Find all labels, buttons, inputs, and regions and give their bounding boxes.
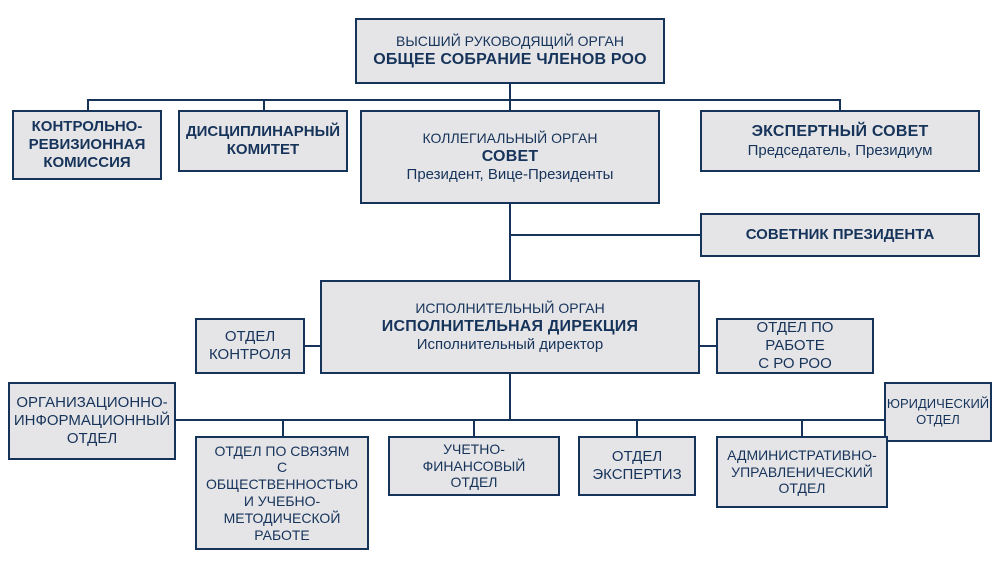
node-expertise: ОТДЕЛ ЭКСПЕРТИЗ: [578, 436, 696, 496]
node-disc-l2: КОМИТЕТ: [227, 141, 299, 159]
node-expert: ЭКСПЕРТНЫЙ СОВЕТ Председатель, Президиум: [700, 110, 980, 172]
edge: [700, 345, 716, 347]
edge: [636, 419, 638, 436]
node-admin: АДМИНИСТРАТИВНО- УПРАВЛЕНИЧЕСКИЙ ОТДЕЛ: [716, 436, 888, 508]
node-pr-l2: С ОБЩЕСТВЕННОСТЬЮ: [205, 459, 359, 493]
node-exec-title: ИСПОЛНИТЕЛЬНАЯ ДИРЕКЦИЯ: [382, 317, 638, 336]
node-advisor-title: СОВЕТНИК ПРЕЗИДЕНТА: [746, 226, 935, 244]
node-roroo: ОТДЕЛ ПО РАБОТЕ С РО РОО: [716, 318, 874, 374]
node-admin-l3: ОТДЕЛ: [779, 480, 826, 497]
edge: [263, 99, 265, 110]
edge: [87, 99, 89, 110]
node-roroo-l2: С РО РОО: [758, 355, 832, 373]
node-disc: ДИСЦИПЛИНАРНЫЙ КОМИТЕТ: [178, 110, 348, 172]
node-control-l2: КОНТРОЛЯ: [209, 346, 291, 364]
node-expertise-l2: ЭКСПЕРТИЗ: [592, 466, 681, 484]
node-top-subtitle: ВЫСШИЙ РУКОВОДЯЩИЙ ОРГАН: [396, 33, 624, 50]
node-advisor: СОВЕТНИК ПРЕЗИДЕНТА: [700, 213, 980, 257]
node-admin-l1: АДМИНИСТРАТИВНО-: [727, 447, 877, 464]
edge: [282, 419, 284, 436]
edge: [509, 99, 511, 110]
node-orginfo-l2: ИНФОРМАЦИОННЫЙ: [14, 412, 170, 430]
node-sovet: КОЛЛЕГИАЛЬНЫЙ ОРГАН СОВЕТ Президент, Виц…: [360, 110, 660, 204]
node-legal-l2: ОТДЕЛ: [916, 412, 960, 428]
node-pr-l1: ОТДЕЛ ПО СВЯЗЯМ: [215, 443, 350, 460]
node-orginfo-l3: ОТДЕЛ: [67, 430, 117, 448]
node-exec-subtitle: ИСПОЛНИТЕЛЬНЫЙ ОРГАН: [415, 300, 604, 317]
node-top: ВЫСШИЙ РУКОВОДЯЩИЙ ОРГАН ОБЩЕЕ СОБРАНИЕ …: [355, 18, 665, 84]
node-fin-l2: ОТДЕЛ: [451, 474, 498, 491]
node-sovet-subtitle: КОЛЛЕГИАЛЬНЫЙ ОРГАН: [423, 130, 598, 147]
node-expertise-l1: ОТДЕЛ: [612, 448, 662, 466]
node-top-title: ОБЩЕЕ СОБРАНИЕ ЧЛЕНОВ РОО: [373, 50, 647, 69]
node-krk-l3: КОМИССИЯ: [43, 154, 130, 172]
node-admin-l2: УПРАВЛЕНИЧЕСКИЙ: [731, 464, 873, 481]
node-fin-l1: УЧЕТНО-ФИНАНСОВЫЙ: [398, 441, 550, 475]
node-disc-l1: ДИСЦИПЛИНАРНЫЙ: [186, 123, 340, 141]
edge: [509, 84, 511, 99]
node-orginfo: ОРГАНИЗАЦИОННО- ИНФОРМАЦИОННЫЙ ОТДЕЛ: [8, 382, 176, 460]
edge: [509, 234, 700, 236]
node-pr-l4: МЕТОДИЧЕСКОЙ: [224, 510, 341, 527]
edge: [509, 374, 511, 419]
org-chart-canvas: ВЫСШИЙ РУКОВОДЯЩИЙ ОРГАН ОБЩЕЕ СОБРАНИЕ …: [0, 0, 1000, 578]
edge: [473, 419, 475, 436]
node-control: ОТДЕЛ КОНТРОЛЯ: [195, 318, 305, 374]
node-control-l1: ОТДЕЛ: [225, 328, 275, 346]
edge: [509, 204, 511, 280]
node-expert-detail: Председатель, Президиум: [748, 142, 933, 160]
node-sovet-detail: Президент, Вице-Президенты: [407, 166, 614, 184]
node-legal: ЮРИДИЧЕСКИЙ ОТДЕЛ: [884, 382, 992, 442]
edge: [801, 419, 803, 436]
node-expert-title: ЭКСПЕРТНЫЙ СОВЕТ: [752, 122, 929, 141]
node-exec: ИСПОЛНИТЕЛЬНЫЙ ОРГАН ИСПОЛНИТЕЛЬНАЯ ДИРЕ…: [320, 280, 700, 374]
edge: [839, 99, 841, 110]
node-exec-detail: Исполнительный директор: [417, 336, 604, 354]
node-sovet-title: СОВЕТ: [482, 147, 539, 166]
node-pr-l3: И УЧЕБНО-: [244, 493, 320, 510]
edge: [92, 419, 939, 421]
node-orginfo-l1: ОРГАНИЗАЦИОННО-: [16, 394, 167, 412]
edge: [305, 345, 320, 347]
node-legal-l1: ЮРИДИЧЕСКИЙ: [887, 396, 989, 412]
node-krk-l1: КОНТРОЛЬНО-: [32, 118, 143, 136]
node-krk: КОНТРОЛЬНО- РЕВИЗИОННАЯ КОМИССИЯ: [12, 110, 162, 180]
node-pr: ОТДЕЛ ПО СВЯЗЯМ С ОБЩЕСТВЕННОСТЬЮ И УЧЕБ…: [195, 436, 369, 550]
node-pr-l5: РАБОТЕ: [254, 527, 310, 544]
node-krk-l2: РЕВИЗИОННАЯ: [29, 136, 146, 154]
node-fin: УЧЕТНО-ФИНАНСОВЫЙ ОТДЕЛ: [388, 436, 560, 496]
edge: [87, 99, 840, 101]
node-roroo-l1: ОТДЕЛ ПО РАБОТЕ: [726, 319, 864, 355]
